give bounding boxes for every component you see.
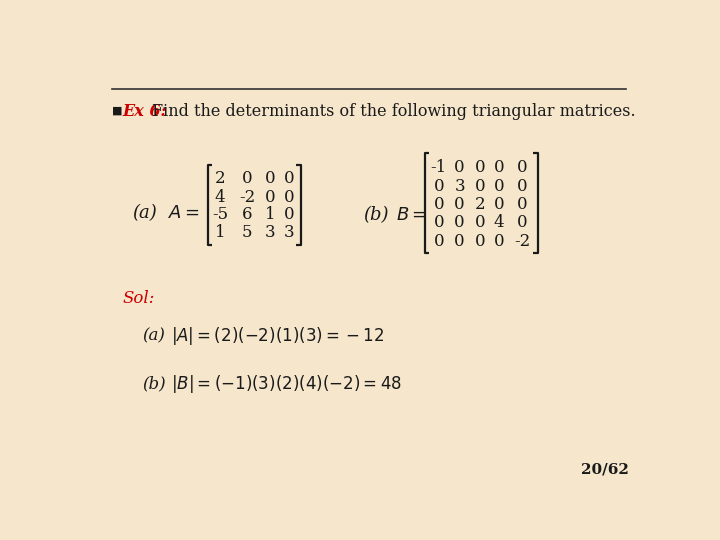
Text: 0: 0 [284, 206, 294, 224]
Text: 0: 0 [284, 189, 294, 206]
Text: 4: 4 [494, 214, 505, 231]
Text: 0: 0 [454, 197, 465, 213]
Text: -2: -2 [514, 233, 531, 251]
Text: 3: 3 [264, 224, 275, 241]
Text: 4: 4 [215, 189, 225, 206]
Text: Ex 6:: Ex 6: [122, 103, 173, 119]
Text: $A=$: $A=$ [168, 204, 199, 221]
Text: 0: 0 [433, 197, 444, 213]
Text: 3: 3 [454, 178, 465, 195]
Text: 0: 0 [494, 197, 505, 213]
Text: 0: 0 [242, 170, 253, 187]
Text: 0: 0 [517, 214, 528, 231]
Text: 0: 0 [433, 233, 444, 251]
Text: 0: 0 [494, 233, 505, 251]
Text: -1: -1 [431, 159, 447, 176]
Text: Sol:: Sol: [122, 289, 155, 307]
Text: 0: 0 [517, 197, 528, 213]
Text: (b): (b) [363, 206, 388, 224]
Text: 6: 6 [242, 206, 253, 224]
Text: (a): (a) [143, 327, 166, 345]
Text: (a): (a) [132, 204, 158, 221]
Text: Find the determinants of the following triangular matrices.: Find the determinants of the following t… [152, 103, 636, 119]
Text: $B=$: $B=$ [396, 206, 427, 224]
Text: 2: 2 [474, 197, 485, 213]
Text: 0: 0 [264, 189, 275, 206]
Text: (b): (b) [143, 376, 166, 393]
Text: 0: 0 [474, 178, 485, 195]
Text: 0: 0 [433, 214, 444, 231]
Text: 0: 0 [264, 170, 275, 187]
Text: 0: 0 [284, 170, 294, 187]
Text: 0: 0 [494, 159, 505, 176]
Text: 1: 1 [264, 206, 275, 224]
Text: 0: 0 [433, 178, 444, 195]
Text: -2: -2 [239, 189, 256, 206]
Text: $|A| = (2)(-2)(1)(3) = -12$: $|A| = (2)(-2)(1)(3) = -12$ [171, 325, 385, 347]
Text: $|B| = (-1)(3)(2)(4)(-2) = 48$: $|B| = (-1)(3)(2)(4)(-2) = 48$ [171, 373, 402, 395]
Text: 0: 0 [517, 178, 528, 195]
Text: 5: 5 [242, 224, 253, 241]
Text: 2: 2 [215, 170, 225, 187]
Text: 0: 0 [517, 159, 528, 176]
Text: -5: -5 [212, 206, 228, 224]
Text: 20/62: 20/62 [581, 462, 629, 476]
Text: ■: ■ [112, 106, 122, 116]
Text: 3: 3 [284, 224, 294, 241]
Text: 0: 0 [454, 159, 465, 176]
Text: 0: 0 [494, 178, 505, 195]
Text: 0: 0 [474, 233, 485, 251]
Text: 0: 0 [454, 214, 465, 231]
Text: 0: 0 [454, 233, 465, 251]
Text: 0: 0 [474, 214, 485, 231]
Text: 1: 1 [215, 224, 225, 241]
Text: 0: 0 [474, 159, 485, 176]
